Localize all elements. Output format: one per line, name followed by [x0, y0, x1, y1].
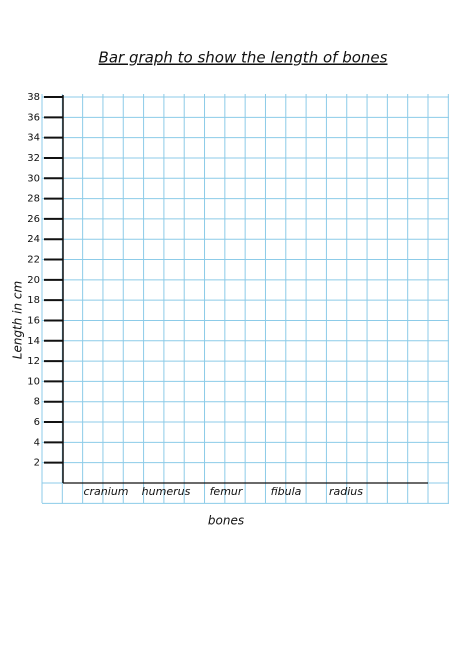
y-tick-label: 24 — [27, 234, 40, 245]
chart-title: Bar graph to show the length of bones — [99, 49, 388, 67]
y-tick-label: 20 — [27, 275, 40, 286]
y-tick-label: 30 — [27, 173, 40, 184]
y-tick-label: 36 — [27, 112, 40, 123]
y-tick-label: 14 — [27, 336, 40, 347]
x-tick-label: radius — [329, 485, 363, 498]
y-tick-label: 32 — [27, 153, 40, 164]
y-axis-label: Length in cm — [11, 281, 25, 359]
y-tick-label: 12 — [27, 356, 40, 367]
y-tick-label: 18 — [27, 295, 40, 306]
x-axis-label: bones — [208, 514, 244, 528]
x-tick-label: cranium — [83, 485, 128, 498]
y-tick-label: 22 — [27, 255, 40, 266]
x-tick-label: femur — [210, 485, 244, 498]
y-tick-label: 38 — [27, 92, 40, 103]
y-tick-label: 6 — [34, 417, 40, 428]
y-tick-label: 4 — [34, 437, 40, 448]
y-tick-label: 26 — [27, 214, 40, 225]
y-tick-label: 8 — [34, 397, 40, 408]
x-tick-label: humerus — [142, 485, 191, 498]
y-tick-label: 2 — [34, 458, 40, 469]
x-tick-label: fibula — [271, 485, 302, 498]
y-tick-label: 28 — [27, 194, 40, 205]
y-tick-label: 16 — [27, 315, 40, 326]
y-tick-label: 10 — [27, 376, 40, 387]
y-tick-label: 34 — [27, 133, 40, 144]
